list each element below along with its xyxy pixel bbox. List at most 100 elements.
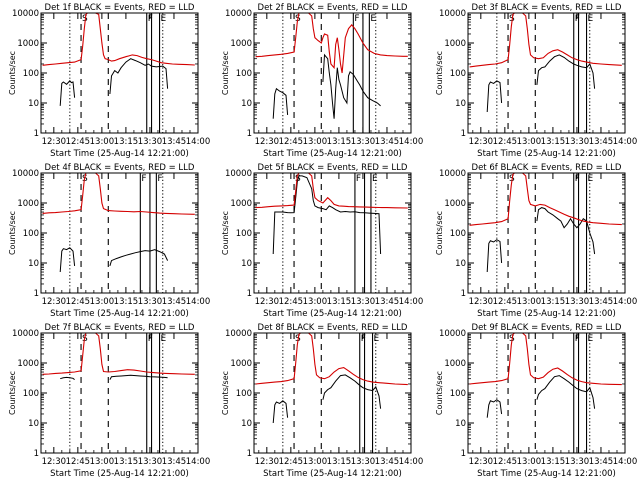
x-tick-label: 14:00: [186, 137, 211, 147]
x-tick-label: 13:30: [138, 297, 163, 307]
x-tick-label: 14:00: [186, 297, 211, 307]
x-tick-label: 12:45: [493, 457, 518, 467]
y-tick-label: 100: [23, 69, 39, 79]
x-tick-label: 13:00: [90, 457, 115, 467]
series-events-line: [59, 247, 76, 273]
y-axis-label: Counts/sec: [435, 371, 444, 415]
y-tick-label: 100: [23, 389, 39, 399]
y-tick-label: 1: [461, 129, 466, 139]
y-axis-label: Counts/sec: [435, 211, 444, 255]
time-marker-label: F: [361, 334, 366, 344]
y-tick-label: 1000: [17, 359, 39, 369]
series-events-line: [60, 376, 75, 380]
panel-title: Det 3f BLACK = Events, RED = LLD: [472, 3, 622, 13]
x-tick-label: 13:45: [375, 457, 400, 467]
panel-det-7: Det 7f BLACK = Events, RED = LLD Start Ti…: [8, 323, 210, 479]
x-tick-label: 13:15: [327, 457, 352, 467]
time-marker-label: F: [356, 174, 361, 184]
y-tick-label: 10: [28, 259, 39, 269]
series-events-line: [536, 54, 596, 89]
x-tick-label: 13:45: [375, 297, 400, 307]
x-tick-label: 12:30: [42, 137, 67, 147]
x-tick-label: 13:15: [327, 137, 352, 147]
y-tick-label: 10: [28, 99, 39, 109]
panel-title: Det 1f BLACK = Events, RED = LLD: [45, 3, 195, 13]
series-events-line: [322, 374, 382, 409]
x-tick-label: 13:15: [541, 137, 566, 147]
x-tick-label: 13:15: [114, 137, 139, 147]
series-events-line: [536, 375, 596, 409]
x-tick-label: 13:15: [541, 457, 566, 467]
y-tick-label: 10000: [225, 329, 252, 339]
series-lld-line: [42, 12, 195, 66]
y-tick-label: 100: [236, 229, 252, 239]
x-tick-label: 14:00: [399, 137, 424, 147]
x-tick-label: 12:30: [469, 137, 494, 147]
time-marker-label: E: [588, 334, 594, 344]
panel-title: Det 6f BLACK = Events, RED = LLD: [472, 163, 622, 173]
x-tick-label: 12:30: [469, 297, 494, 307]
series-lld-line: [469, 12, 622, 68]
panel-title: Det 4f BLACK = Events, RED = LLD: [45, 163, 195, 173]
y-tick-label: 10000: [12, 9, 39, 19]
time-marker-label: F: [575, 334, 580, 344]
time-marker-label: E: [372, 174, 378, 184]
x-tick-label: 14:00: [399, 297, 424, 307]
x-tick-label: 12:45: [66, 297, 91, 307]
plot-frame: [253, 332, 412, 454]
series-lld-line: [255, 332, 408, 386]
y-tick-label: 10000: [12, 329, 39, 339]
x-tick-label: 12:30: [255, 457, 280, 467]
y-axis-label: Counts/sec: [8, 51, 17, 95]
x-tick-label: 12:30: [255, 137, 280, 147]
x-tick-label: 14:00: [613, 297, 638, 307]
y-tick-label: 10000: [439, 329, 466, 339]
panel-title: Det 8f BLACK = Events, RED = LLD: [258, 323, 408, 333]
x-tick-label: 12:30: [42, 297, 67, 307]
panel-det-6: Det 6f BLACK = Events, RED = LLD Start Ti…: [435, 163, 637, 319]
time-marker-label: E: [374, 334, 380, 344]
y-tick-label: 100: [450, 69, 466, 79]
y-tick-label: 1000: [230, 199, 252, 209]
time-marker-label: F: [148, 14, 153, 24]
y-tick-label: 1000: [17, 39, 39, 49]
x-tick-label: 12:45: [493, 137, 518, 147]
series-events-line: [486, 80, 503, 113]
panel-det-2: Det 2f BLACK = Events, RED = LLD Start Ti…: [221, 3, 423, 159]
series-events-line: [486, 399, 503, 418]
x-axis-label: Start Time (25-Aug-14 12:21:00): [263, 309, 402, 319]
y-tick-label: 1000: [230, 39, 252, 49]
series-events-line: [59, 80, 76, 106]
y-tick-label: 10: [455, 419, 466, 429]
x-axis-label: Start Time (25-Aug-14 12:21:00): [477, 309, 616, 319]
time-marker-label: E: [370, 14, 376, 24]
y-tick-label: 1: [247, 289, 252, 299]
y-tick-label: 100: [236, 389, 252, 399]
time-marker-label: E: [161, 14, 167, 24]
y-axis-label: Counts/sec: [221, 371, 230, 415]
x-tick-label: 12:45: [493, 297, 518, 307]
series-events-line: [272, 87, 289, 119]
x-tick-label: 13:30: [565, 297, 590, 307]
x-axis-label: Start Time (25-Aug-14 12:21:00): [263, 469, 402, 479]
x-tick-label: 13:00: [303, 457, 328, 467]
x-tick-label: 14:00: [186, 457, 211, 467]
time-marker-label: E: [588, 14, 594, 24]
x-tick-label: 13:30: [351, 297, 376, 307]
panel-det-3: Det 3f BLACK = Events, RED = LLD Start Ti…: [435, 3, 637, 159]
series-events-line: [272, 175, 382, 255]
x-tick-label: 13:00: [90, 297, 115, 307]
panel-title: Det 9f BLACK = Events, RED = LLD: [472, 323, 622, 333]
series-lld-line: [255, 172, 408, 209]
x-tick-label: 13:15: [541, 297, 566, 307]
series-lld-line: [42, 172, 195, 215]
x-tick-label: 12:45: [66, 457, 91, 467]
series-lld-line: [469, 332, 622, 386]
y-axis-label: Counts/sec: [221, 51, 230, 95]
y-tick-label: 10: [28, 419, 39, 429]
time-marker-label: S: [82, 174, 88, 184]
panel-title: Det 5f BLACK = Events, RED = LLD: [258, 163, 408, 173]
y-tick-label: 100: [450, 389, 466, 399]
series-events-line: [322, 53, 381, 119]
time-marker-label: F: [575, 174, 580, 184]
